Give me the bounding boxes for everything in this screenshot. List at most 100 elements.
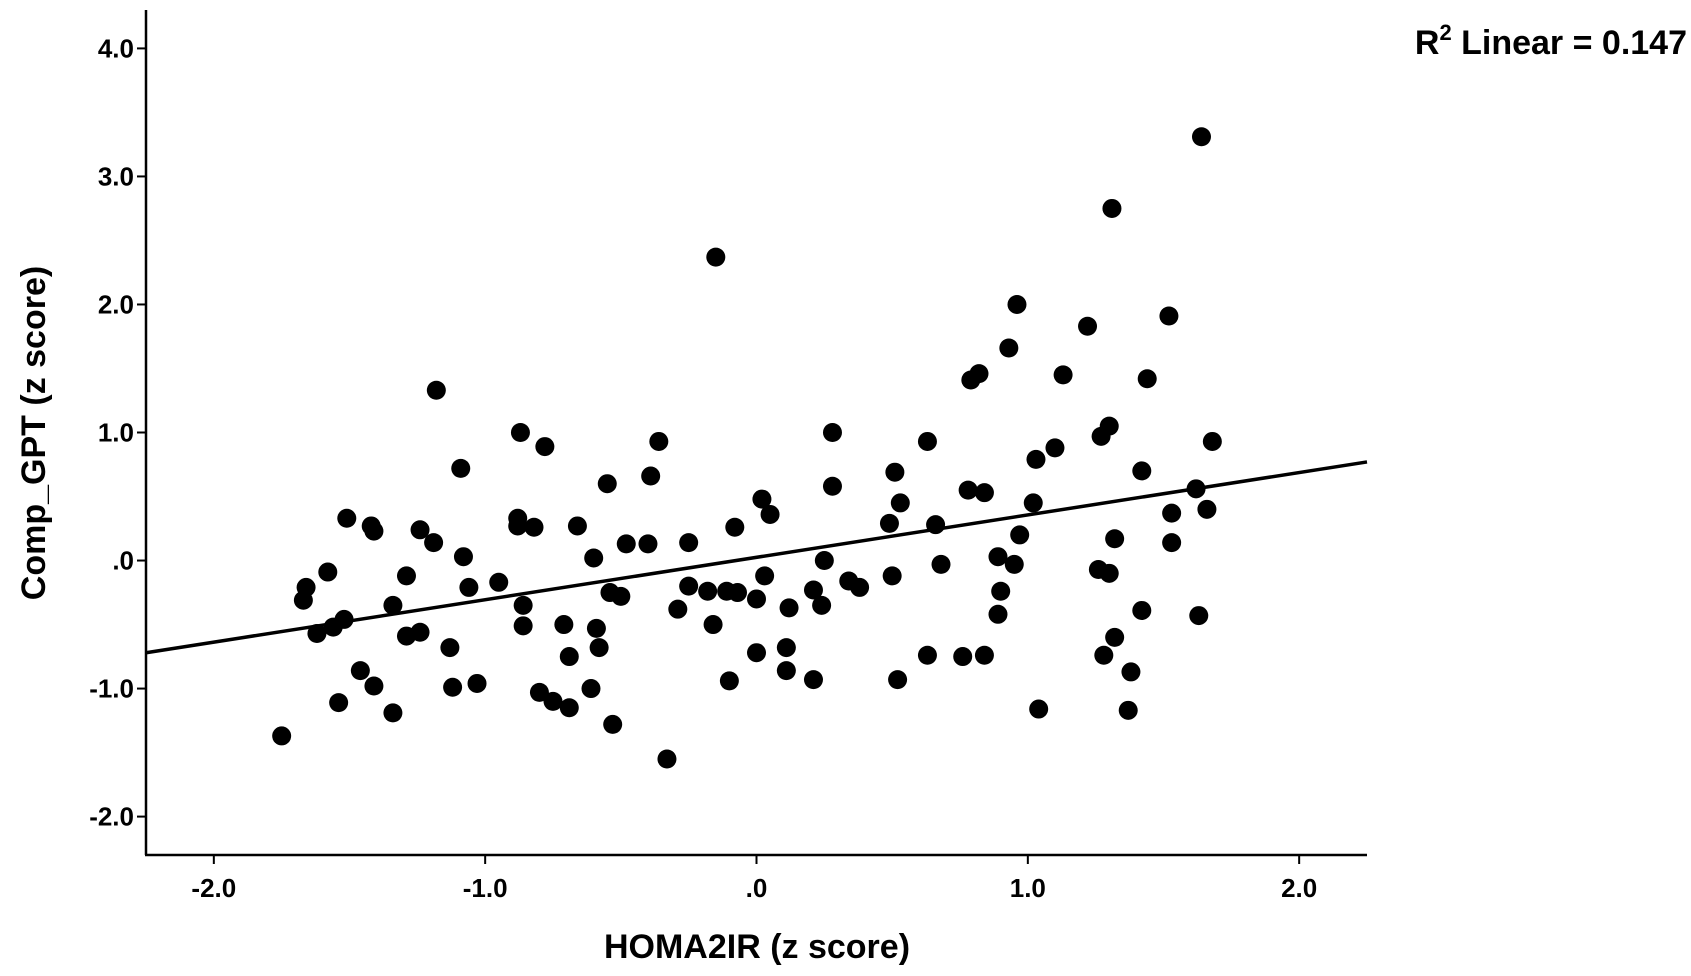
scatter-point: [411, 623, 430, 642]
scatter-point: [397, 566, 416, 585]
scatter-point: [581, 679, 600, 698]
scatter-point: [1203, 432, 1222, 451]
scatter-point: [1100, 417, 1119, 436]
scatter-point: [468, 674, 487, 693]
scatter-point: [988, 547, 1007, 566]
scatter-point: [1094, 646, 1113, 665]
scatter-point: [668, 600, 687, 619]
scatter-point: [918, 432, 937, 451]
scatter-point: [823, 477, 842, 496]
scatter-point: [1102, 199, 1121, 218]
scatter-point: [1005, 555, 1024, 574]
scatter-point: [969, 364, 988, 383]
y-tick-label: 2.0: [98, 289, 134, 319]
scatter-point: [1007, 295, 1026, 314]
x-tick-label: 2.0: [1281, 873, 1317, 903]
scatter-point: [1010, 525, 1029, 544]
scatter-point: [1029, 700, 1048, 719]
r-squared-superscript: 2: [1439, 20, 1451, 45]
scatter-point: [1121, 662, 1140, 681]
scatter-point: [598, 474, 617, 493]
x-axis-ticks: -2.0 -1.0 .0 1.0 2.0: [191, 855, 1317, 903]
scatter-point: [560, 698, 579, 717]
scatter-point: [704, 615, 723, 634]
scatter-point: [747, 643, 766, 662]
scatter-points: [272, 127, 1222, 768]
scatter-point: [918, 646, 937, 665]
scatter-point: [451, 459, 470, 478]
scatter-point: [318, 563, 337, 582]
scatter-point: [1162, 504, 1181, 523]
scatter-point: [777, 661, 796, 680]
scatter-point: [812, 596, 831, 615]
r-squared-label: R2 Linear = 0.147: [1415, 20, 1687, 62]
scatter-point: [1162, 533, 1181, 552]
scatter-point: [1078, 317, 1097, 336]
scatter-point: [698, 582, 717, 601]
scatter-point: [424, 533, 443, 552]
scatter-point: [932, 555, 951, 574]
scatter-point: [728, 583, 747, 602]
scatter-point: [975, 483, 994, 502]
scatter-point: [959, 481, 978, 500]
scatter-point: [427, 381, 446, 400]
y-tick-label: -1.0: [89, 674, 134, 704]
y-tick-label: -2.0: [89, 802, 134, 832]
scatter-point: [975, 646, 994, 665]
scatter-point: [508, 516, 527, 535]
y-tick-label: 4.0: [98, 33, 134, 63]
scatter-point: [649, 432, 668, 451]
scatter-point: [584, 548, 603, 567]
scatter-point: [525, 518, 544, 537]
scatter-point: [590, 638, 609, 657]
scatter-point: [1138, 369, 1157, 388]
y-tick-label: 1.0: [98, 418, 134, 448]
x-tick-label: 1.0: [1010, 873, 1046, 903]
scatter-point: [383, 703, 402, 722]
scatter-point: [891, 493, 910, 512]
scatter-point: [1192, 127, 1211, 146]
y-axis-ticks: -2.0 -1.0 .0 1.0 2.0 3.0 4.0: [89, 33, 146, 831]
scatter-point: [535, 437, 554, 456]
scatter-point: [1132, 601, 1151, 620]
x-tick-label: -1.0: [463, 873, 508, 903]
r-squared-prefix: R: [1415, 24, 1440, 62]
scatter-point: [617, 534, 636, 553]
scatter-point: [364, 677, 383, 696]
scatter-point: [1197, 500, 1216, 519]
scatter-point: [1159, 306, 1178, 325]
scatter-point: [514, 596, 533, 615]
scatter-point: [880, 514, 899, 533]
scatter-point: [511, 423, 530, 442]
x-axis-label: HOMA2IR (z score): [604, 928, 910, 966]
scatter-point: [953, 647, 972, 666]
scatter-point: [777, 638, 796, 657]
scatter-point: [885, 463, 904, 482]
scatter-point: [1026, 450, 1045, 469]
scatter-point: [554, 615, 573, 634]
y-tick-label: 3.0: [98, 161, 134, 191]
scatter-point: [454, 547, 473, 566]
scatter-point: [272, 726, 291, 745]
scatter-point: [568, 516, 587, 535]
scatter-point: [1100, 564, 1119, 583]
scatter-point: [351, 661, 370, 680]
scatter-point: [706, 248, 725, 267]
scatter-point: [1105, 628, 1124, 647]
scatter-point: [1054, 365, 1073, 384]
scatter-point: [679, 577, 698, 596]
scatter-point: [611, 587, 630, 606]
scatter-point: [329, 693, 348, 712]
scatter-point: [443, 678, 462, 697]
scatter-point: [883, 566, 902, 585]
scatter-point: [1189, 606, 1208, 625]
scatter-point: [780, 598, 799, 617]
scatter-point: [1045, 438, 1064, 457]
scatter-point: [560, 647, 579, 666]
scatter-point: [1105, 529, 1124, 548]
scatter-point: [459, 578, 478, 597]
scatter-point: [1132, 461, 1151, 480]
scatter-point: [440, 638, 459, 657]
scatter-point: [725, 518, 744, 537]
